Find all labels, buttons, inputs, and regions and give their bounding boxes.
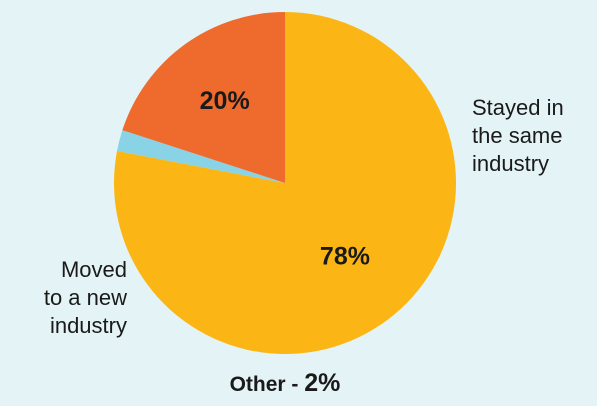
- slice-label-moved: Moved to a new industry: [43, 257, 127, 338]
- slice-label-stayed: Stayed in the same industry: [472, 95, 564, 176]
- other-value-label: 2%: [304, 369, 341, 397]
- slice-label-other: Other - 2%: [150, 369, 420, 398]
- other-label-prefix: Other -: [229, 373, 305, 396]
- value-label-moved-to-a-new-industry: 20%: [200, 87, 250, 115]
- pie-slice-other: [117, 130, 286, 183]
- pie-slice-moved-to-a-new-industry: [122, 12, 285, 183]
- value-label-stayed-in-the-same-industry: 78%: [320, 242, 370, 270]
